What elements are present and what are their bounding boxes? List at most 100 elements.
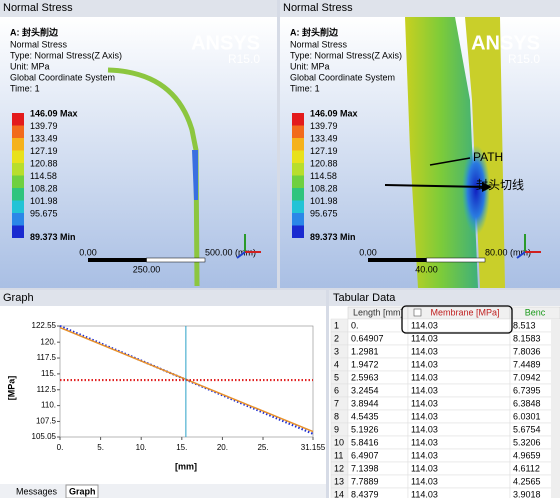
result-info: Unit: MPa <box>290 61 330 71</box>
legend-swatch <box>12 188 24 201</box>
cell-text: 0.64907 <box>351 333 384 343</box>
cell-text: 6 <box>334 385 339 395</box>
path-line <box>429 157 471 166</box>
legend-label: 89.373 Min <box>30 232 76 242</box>
y-tick-label: 115. <box>41 369 56 378</box>
cell-text: 3.9018 <box>513 489 541 498</box>
cell-text: 114.03 <box>411 385 438 395</box>
legend-label: 139.79 <box>310 121 338 131</box>
legend-swatch <box>292 213 304 226</box>
legend-label: 139.79 <box>30 121 58 131</box>
panel-title: Tabular Data <box>333 292 396 304</box>
scale-label: 0.00 <box>79 247 97 257</box>
y-tick-label: 110. <box>41 401 56 410</box>
annotation: PATH <box>473 150 503 164</box>
x-tick-label: 15. <box>176 443 187 452</box>
legend-swatch <box>12 225 24 238</box>
title-bar <box>329 290 560 306</box>
legend-label: 89.373 Min <box>310 232 356 242</box>
cell-text: 6.4907 <box>351 450 379 460</box>
cell-text: 11 <box>334 450 343 460</box>
legend-label: 114.58 <box>310 171 337 181</box>
cell-text: 114.03 <box>411 476 438 486</box>
result-info: Global Coordinate System <box>10 72 115 82</box>
result-info: Type: Normal Stress(Z Axis) <box>290 50 402 60</box>
cell-text: 5 <box>334 372 339 382</box>
cell-text: 3 <box>334 346 339 356</box>
cell-text: 7.1398 <box>351 463 379 473</box>
cell-text: 2 <box>334 333 339 343</box>
arrow <box>384 184 487 188</box>
cell-text: 2.5963 <box>351 372 379 382</box>
cell-text: 114.03 <box>411 333 438 343</box>
legend-swatch <box>292 163 304 176</box>
legend-label: 127.19 <box>30 146 58 156</box>
scale-label: 80.00 (mm) <box>485 247 531 257</box>
cell-text: 8.1583 <box>513 333 541 343</box>
cell-text: 3.2454 <box>351 385 379 395</box>
cell-text: 5.6754 <box>513 424 541 434</box>
axis-triad <box>516 251 526 259</box>
column-header: Length [mm] <box>353 307 403 317</box>
stress-concentration <box>462 145 490 235</box>
arrowhead <box>482 182 492 192</box>
x-tick-label: 0. <box>57 443 64 452</box>
y-tick-label: 112.5 <box>37 385 57 394</box>
cell-text: 114.03 <box>411 463 438 473</box>
title-bar <box>0 290 326 306</box>
legend-label: 146.09 Max <box>310 108 358 118</box>
panel-title: Normal Stress <box>283 2 353 14</box>
cell-text: 1 <box>334 320 339 330</box>
cell-text: 6.7395 <box>513 385 541 395</box>
panel-title: Normal Stress <box>3 2 73 14</box>
cell-text: 7.0942 <box>513 372 541 382</box>
cell-text: 12 <box>334 463 344 473</box>
result-info: Time: 1 <box>290 83 320 93</box>
result-info: Normal Stress <box>290 39 348 49</box>
cell-text: 4.5435 <box>351 411 379 421</box>
result-info: Normal Stress <box>10 39 68 49</box>
legend-swatch <box>12 138 24 151</box>
legend-swatch <box>12 113 24 126</box>
result-name: A: 封头削边 <box>290 26 339 37</box>
cell-text: 4 <box>334 359 339 369</box>
legend-swatch <box>12 175 24 188</box>
active-tab[interactable] <box>65 484 99 498</box>
legend-label: 95.675 <box>30 208 58 218</box>
x-tick-label: 25. <box>257 443 268 452</box>
cell-text: 7 <box>334 398 339 408</box>
cell-text: 114.03 <box>411 411 438 421</box>
cell-text: 8.513 <box>513 320 536 330</box>
legend-swatch <box>292 188 304 201</box>
scrollbar <box>551 319 560 498</box>
viewport[interactable] <box>0 17 277 288</box>
result-info: Type: Normal Stress(Z Axis) <box>10 50 122 60</box>
cell-text: 3.8944 <box>351 398 379 408</box>
legend-swatch <box>12 163 24 176</box>
legend-label: 108.28 <box>30 183 58 193</box>
cell-text: 0. <box>351 320 359 330</box>
y-axis-label: [MPa] <box>6 376 16 401</box>
geometry <box>405 17 478 288</box>
scale-bar <box>368 258 427 262</box>
cell-text: 6.3848 <box>513 398 541 408</box>
title-bar <box>0 0 277 17</box>
scale-bar <box>88 258 147 262</box>
cell-text: 114.03 <box>411 437 438 447</box>
result-info: Unit: MPa <box>10 61 50 71</box>
legend-label: 101.98 <box>310 196 338 206</box>
result-info: Time: 1 <box>10 83 40 93</box>
title-bar <box>280 0 560 17</box>
logo: ANSYS <box>471 32 540 54</box>
cell-text: 5.1926 <box>351 424 379 434</box>
tab[interactable]: Graph <box>69 486 96 496</box>
axis-triad <box>236 251 246 259</box>
legend-swatch <box>292 138 304 151</box>
legend-swatch <box>292 150 304 163</box>
tab[interactable]: Messages <box>16 486 58 496</box>
legend-swatch <box>292 113 304 126</box>
version: R15.0 <box>508 52 540 66</box>
y-tick-label: 120. <box>40 337 56 346</box>
cell-text: 114.03 <box>411 346 438 356</box>
